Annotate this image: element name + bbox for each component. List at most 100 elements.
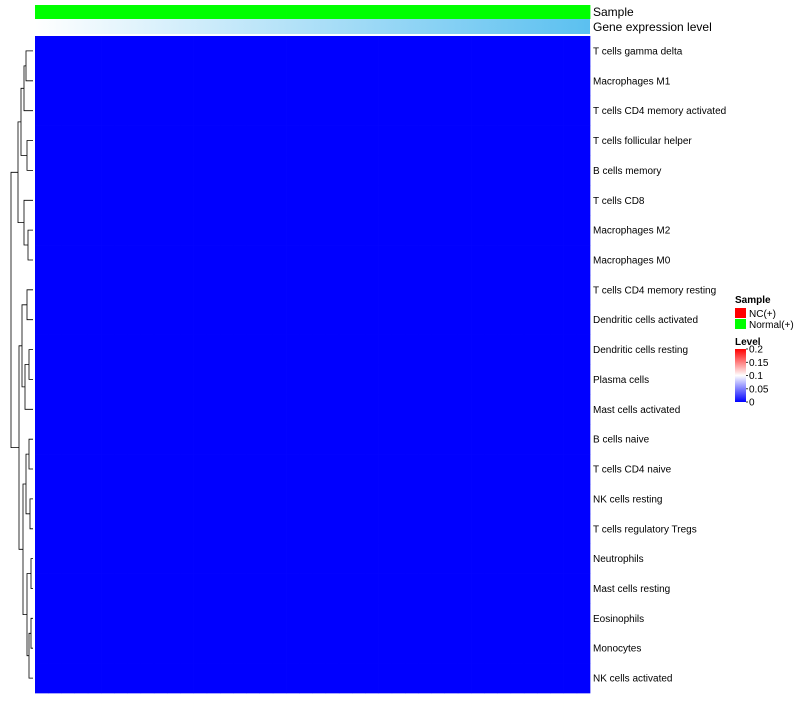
heatmap-cell	[206, 274, 221, 306]
heatmap-cell	[114, 215, 128, 246]
heatmap-cell	[431, 95, 445, 126]
heatmap-cell	[233, 513, 247, 545]
heatmap-cell	[537, 155, 551, 186]
heatmap-cell	[140, 215, 155, 246]
heatmap-cell	[48, 663, 62, 694]
heatmap-cell	[497, 125, 512, 156]
heatmap-cell	[338, 334, 353, 365]
heatmap-cell	[286, 603, 300, 634]
heatmap-cell	[391, 483, 406, 515]
heatmap-cell	[233, 543, 247, 574]
heatmap-cell	[550, 36, 564, 67]
heatmap-cell	[523, 155, 538, 186]
heatmap-cell	[61, 454, 75, 485]
heatmap-cell	[259, 454, 274, 485]
heatmap-cell	[140, 394, 155, 425]
row-label: Macrophages M1	[593, 76, 671, 87]
heatmap-cell	[497, 394, 512, 425]
heatmap-cell	[563, 633, 578, 664]
heatmap-cell	[378, 543, 393, 574]
heatmap-cell	[563, 364, 578, 395]
heatmap-cell	[101, 364, 115, 395]
heatmap-cell	[523, 424, 538, 455]
heatmap-cell	[312, 304, 327, 335]
heatmap-cell	[35, 36, 49, 67]
heatmap-cell	[299, 155, 313, 186]
heatmap-cell	[510, 394, 525, 425]
heatmap-cell	[74, 424, 89, 455]
heatmap-cell	[576, 424, 591, 455]
heatmap-cell	[457, 304, 472, 335]
heatmap-cell	[550, 454, 564, 485]
heatmap-cell	[127, 304, 142, 335]
heatmap-cell	[272, 155, 287, 186]
heatmap-cell	[246, 543, 260, 574]
heatmap-cell	[484, 663, 498, 694]
heatmap-cell	[510, 155, 525, 186]
heatmap-cell	[114, 663, 128, 694]
heatmap-cell	[444, 245, 459, 276]
heatmap-cell	[497, 274, 512, 306]
heatmap-cell	[167, 424, 181, 455]
heatmap-cell	[365, 95, 379, 126]
heatmap-cell	[457, 65, 472, 97]
heatmap-cell	[497, 334, 512, 365]
heatmap-cell	[576, 304, 591, 335]
heatmap-cell	[206, 543, 221, 574]
heatmap-cell	[35, 155, 49, 186]
heatmap-cell	[523, 394, 538, 425]
heatmap-cell	[48, 364, 62, 395]
heatmap-cell	[537, 603, 551, 634]
heatmap-cell	[180, 155, 194, 186]
heatmap-cell	[272, 304, 287, 335]
heatmap-cell	[140, 36, 155, 67]
heatmap-cell	[127, 394, 142, 425]
heatmap-cell	[127, 633, 142, 664]
heatmap-cell	[193, 663, 208, 694]
heatmap-cell	[391, 633, 406, 664]
heatmap-cell	[457, 245, 472, 276]
heatmap-cell	[523, 245, 538, 276]
legend-nc-label: NC(+)	[749, 309, 776, 320]
heatmap-cell	[140, 543, 155, 574]
heatmap-cell	[523, 65, 538, 97]
heatmap-cell	[35, 245, 49, 276]
heatmap-cell	[153, 573, 168, 604]
heatmap-cell	[140, 125, 155, 156]
heatmap-cell	[74, 95, 89, 126]
heatmap-cell	[338, 603, 353, 634]
heatmap-cell	[233, 364, 247, 395]
sample-annotation-cell	[444, 5, 459, 19]
sample-annotation-cell	[563, 5, 578, 19]
heatmap-cell	[471, 185, 485, 216]
heatmap-cell	[471, 274, 485, 306]
heatmap-cell	[61, 513, 75, 545]
heatmap-cell	[457, 513, 472, 545]
heatmap-cell	[338, 543, 353, 574]
heatmap-cell	[101, 185, 115, 216]
heatmap-cell	[365, 274, 379, 306]
heatmap-cell	[153, 185, 168, 216]
heatmap-cell	[352, 215, 366, 246]
heatmap-cell	[220, 274, 234, 306]
heatmap-cell	[576, 513, 591, 545]
heatmap-cell	[61, 125, 75, 156]
heatmap-cell	[576, 95, 591, 126]
heatmap-cell	[167, 454, 181, 485]
row-label: T cells follicular helper	[593, 136, 692, 147]
heatmap-cell	[405, 304, 419, 335]
heatmap-cell	[259, 394, 274, 425]
legend-normal-swatch	[735, 319, 746, 329]
heatmap-cell	[378, 633, 393, 664]
heatmap-cell	[193, 394, 208, 425]
row-label: Eosinophils	[593, 614, 644, 625]
heatmap-cell	[127, 573, 142, 604]
heatmap-cell	[87, 633, 102, 664]
heatmap-cell	[61, 95, 75, 126]
heatmap-cell	[405, 663, 419, 694]
heatmap-cell	[35, 573, 49, 604]
heatmap-cell	[444, 483, 459, 515]
heatmap-cell	[550, 424, 564, 455]
row-label: T cells CD4 memory activated	[593, 106, 726, 117]
sample-track-label: Sample	[593, 5, 634, 19]
